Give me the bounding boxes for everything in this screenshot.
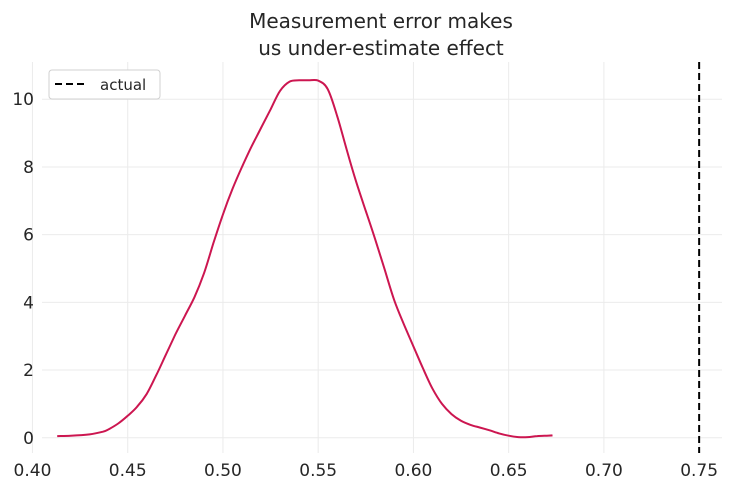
x-tick-label: 0.45 (109, 461, 147, 481)
x-tick-label: 0.55 (299, 461, 337, 481)
chart-title-line-1: Measurement error makes (249, 9, 513, 33)
x-tick-label: 0.70 (585, 461, 623, 481)
density-curve (57, 78, 553, 439)
x-tick-label: 0.75 (680, 461, 718, 481)
y-tick-label: 0 (23, 429, 34, 449)
legend-actual-label: actual (100, 76, 146, 94)
x-tick-label: 0.40 (14, 461, 52, 481)
plot-area (57, 62, 701, 453)
legend: actual (48, 69, 161, 100)
axis-ticks: 0.40 0.45 0.50 0.55 0.60 0.65 0.70 0.75 0 2 4 6 8 10 (12, 90, 718, 481)
y-tick-label: 4 (23, 293, 34, 313)
x-tick-label: 0.50 (204, 461, 242, 481)
y-tick-label: 10 (12, 90, 34, 110)
x-tick-label: 0.60 (394, 461, 432, 481)
chart-title-line-2: us under-estimate effect (258, 36, 504, 60)
y-tick-label: 6 (23, 226, 34, 246)
y-tick-label: 8 (23, 158, 34, 178)
legend-box (48, 69, 161, 100)
x-tick-label: 0.65 (490, 461, 528, 481)
y-tick-label: 2 (23, 361, 34, 381)
grid (31, 62, 722, 453)
